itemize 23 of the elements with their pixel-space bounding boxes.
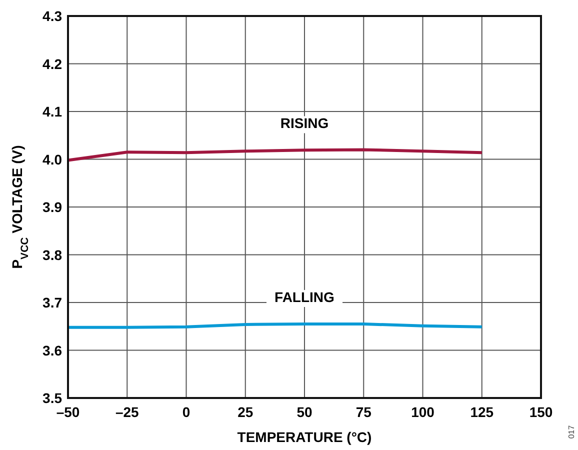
x-tick-label: 150 — [529, 404, 553, 420]
series-label: FALLING — [274, 288, 335, 305]
y-tick-label: 4.1 — [42, 104, 62, 120]
x-tick-label: –25 — [115, 404, 140, 420]
line-series — [66, 148, 484, 162]
x-tick-label: 125 — [470, 404, 494, 420]
x-tick-label: –50 — [56, 404, 80, 420]
x-tick-label: 50 — [296, 404, 312, 420]
y-tick-label: 4.3 — [42, 8, 62, 24]
y-tick-label: 4.2 — [42, 56, 62, 72]
y-tick-label: 4.0 — [42, 151, 62, 168]
y-tick-label: 3.5 — [42, 390, 62, 406]
y-tick-label: 3.6 — [42, 342, 62, 358]
y-tick-label: 3.9 — [42, 199, 62, 215]
y-tick-label: 3.8 — [42, 246, 62, 263]
x-tick-label: 100 — [411, 404, 435, 420]
x-axis-title: TEMPERATURE (°C) — [237, 429, 372, 445]
y-tick-label: 3.7 — [42, 294, 62, 310]
series-label: RISING — [280, 115, 329, 132]
x-tick-label: 0 — [182, 404, 190, 420]
text: 017 — [567, 424, 576, 439]
x-tick-label: 75 — [356, 404, 372, 420]
x-tick-label: 25 — [238, 404, 254, 420]
